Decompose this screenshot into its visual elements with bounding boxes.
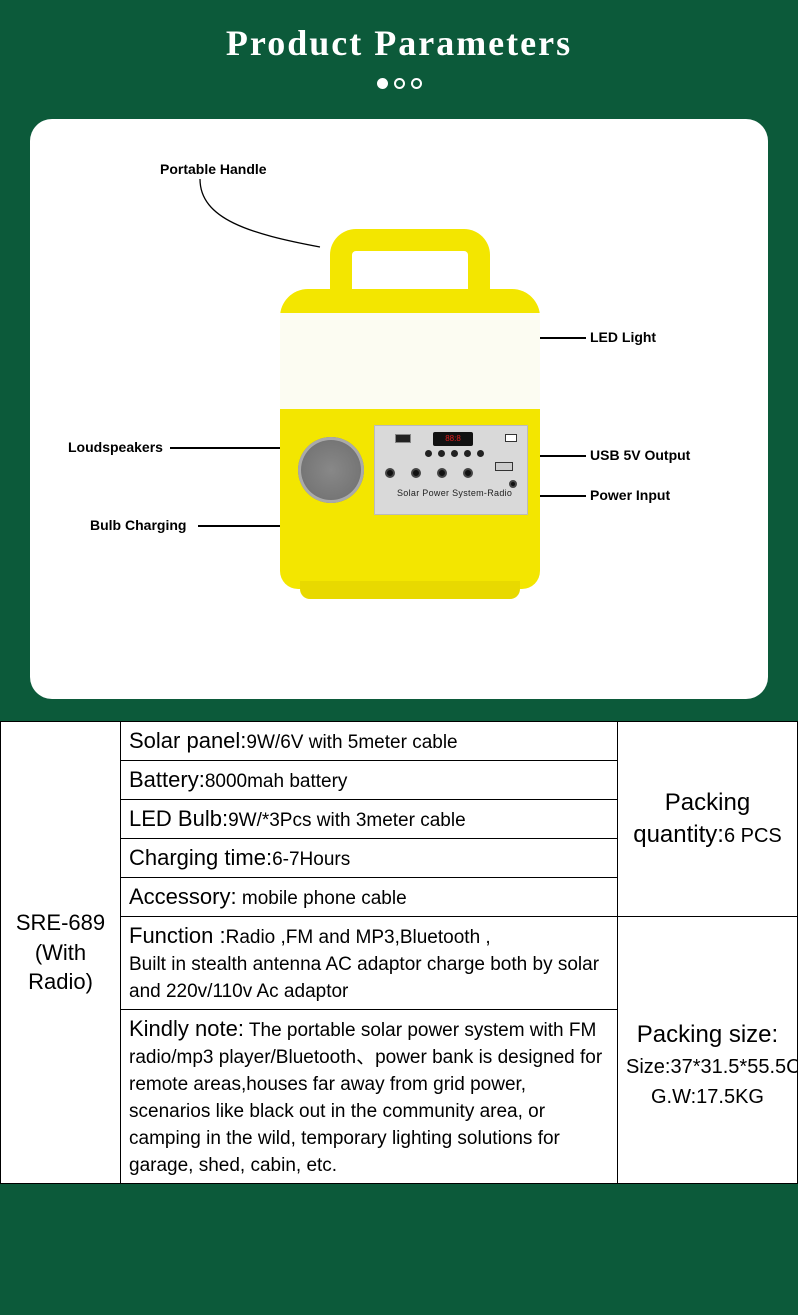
panel-label: Solar Power System-Radio [397,488,512,498]
product-illustration: 88:8 Solar Power System-Radio [280,229,540,599]
spec-key: Accessory: [129,884,237,909]
spec-key: Function : [129,923,226,948]
control-panel: 88:8 Solar Power System-Radio [374,425,528,515]
callout-label: Bulb Charging [90,517,186,533]
callout-label: USB 5V Output [590,447,690,463]
spec-key: LED Bulb: [129,806,228,831]
dot-icon [394,78,405,89]
callout-label: Power Input [590,487,670,503]
table-row: LED Bulb:9W/*3Pcs with 3meter cable [121,800,618,839]
jack-row [385,468,473,478]
callout-label: LED Light [590,329,656,345]
packing-size-cell: Packing size: Size:37*31.5*55.5CM G.W:17.… [618,917,798,1184]
spec-value: Size:37*31.5*55.5CM G.W:17.5KG [626,1056,798,1108]
callout-portable-handle: Portable Handle [160,161,267,177]
callout-usb-output: USB 5V Output [590,447,690,463]
product-diagram-card: Portable Handle LED Light Loudspeakers U… [30,119,768,699]
table-row: Solar panel:9W/6V with 5meter cable [121,722,618,761]
spec-value: mobile phone cable [237,888,407,909]
dot-icon [377,78,388,89]
spec-table-wrap: SRE-689 (With Radio) Solar panel:9W/6V w… [0,721,798,1184]
spec-key: Solar panel: [129,728,246,753]
spec-key: Charging time: [129,845,272,870]
spec-value: The portable solar power system with FM … [129,1020,602,1176]
spec-table: SRE-689 (With Radio) Solar panel:9W/6V w… [0,721,798,1184]
callout-led-light: LED Light [590,329,656,345]
spec-key: Battery: [129,767,205,792]
table-row: Charging time:6-7Hours [121,839,618,878]
callout-label: Portable Handle [160,161,267,177]
speaker-icon [298,437,364,503]
note-cell: Kindly note: The portable solar power sy… [121,1010,618,1184]
spec-value: 6-7Hours [272,849,350,870]
spec-value: 9W/*3Pcs with 3meter cable [228,810,466,831]
function-cell: Function :Radio ,FM and MP3,Bluetooth , … [121,917,618,1010]
header: Product Parameters [0,0,798,101]
spec-key: Kindly note: [129,1016,244,1041]
spec-value: 9W/6V with 5meter cable [246,732,457,753]
page-title: Product Parameters [0,22,798,64]
led-display: 88:8 [433,432,473,446]
switch-icon [505,434,517,442]
model-cell: SRE-689 (With Radio) [1,722,121,1184]
callout-line [170,447,290,449]
indicator-dots [0,78,798,89]
usb-port-icon [495,462,513,471]
callout-loudspeakers: Loudspeakers [68,439,163,455]
callout-label: Loudspeakers [68,439,163,455]
dot-icon [411,78,422,89]
packing-qty-cell: Packing quantity:6 PCS [618,722,798,917]
button-row [425,450,484,457]
spec-key: Packing size: [626,1019,789,1051]
product-base [300,581,520,599]
callout-bulb-charging: Bulb Charging [90,517,186,533]
spec-value: 6 PCS [724,825,782,847]
callout-power-input: Power Input [590,487,670,503]
dc-input-icon [509,480,517,488]
usb-port-icon [395,434,411,443]
table-row: Accessory: mobile phone cable [121,878,618,917]
table-row: Battery:8000mah battery [121,761,618,800]
spec-value: 8000mah battery [205,771,348,792]
